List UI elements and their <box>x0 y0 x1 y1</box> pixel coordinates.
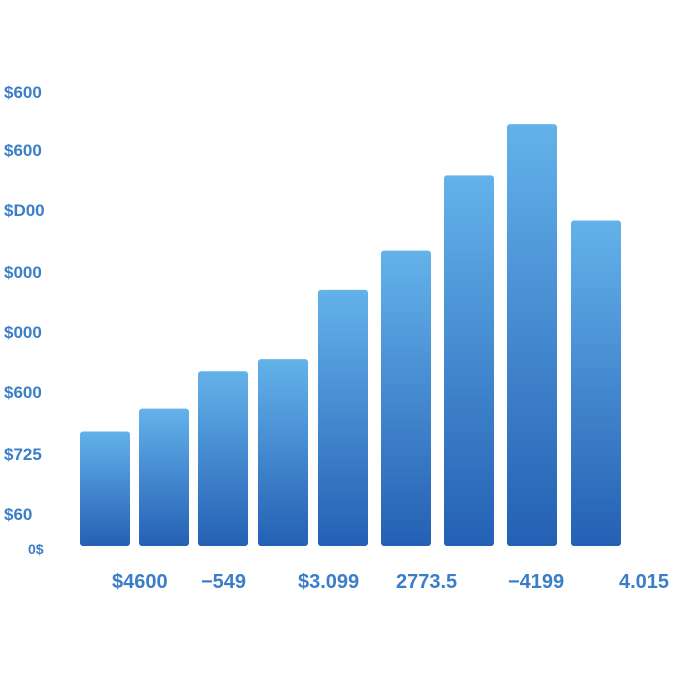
bar-1 <box>80 431 130 546</box>
y-tick-label: $600 <box>4 141 42 160</box>
bar-3 <box>198 371 248 546</box>
y-tick-label: 0$ <box>28 541 44 557</box>
y-tick-label: $725 <box>4 445 42 464</box>
y-tick-label: $600 <box>4 383 42 402</box>
x-tick-label: $3.099 <box>298 571 359 593</box>
x-axis-tick-labels: $4600 −549 $3.099 2773.5 −4199 4.015 <box>112 571 669 593</box>
y-tick-label: $D00 <box>4 201 45 220</box>
bar-4 <box>258 359 308 546</box>
bar-8 <box>507 124 557 547</box>
y-tick-label: $600 <box>4 83 42 102</box>
bar-6 <box>381 250 431 547</box>
bar-9 <box>571 220 621 547</box>
x-tick-label: 2773.5 <box>396 571 457 593</box>
y-tick-label: $60 <box>4 505 32 524</box>
y-tick-label: $000 <box>4 323 42 342</box>
bar-series <box>80 124 621 547</box>
x-tick-label: −549 <box>201 571 246 593</box>
y-tick-label: $000 <box>4 263 42 282</box>
bar-2 <box>139 408 189 546</box>
x-tick-label: 4.015 <box>619 571 669 593</box>
x-tick-label: −4199 <box>508 571 564 593</box>
y-axis-tick-labels: $600 $600 $D00 $000 $000 $600 $725 $60 0$ <box>4 83 45 557</box>
x-tick-label: $4600 <box>112 571 168 593</box>
bar-5 <box>318 289 368 546</box>
bar-7 <box>444 175 494 547</box>
